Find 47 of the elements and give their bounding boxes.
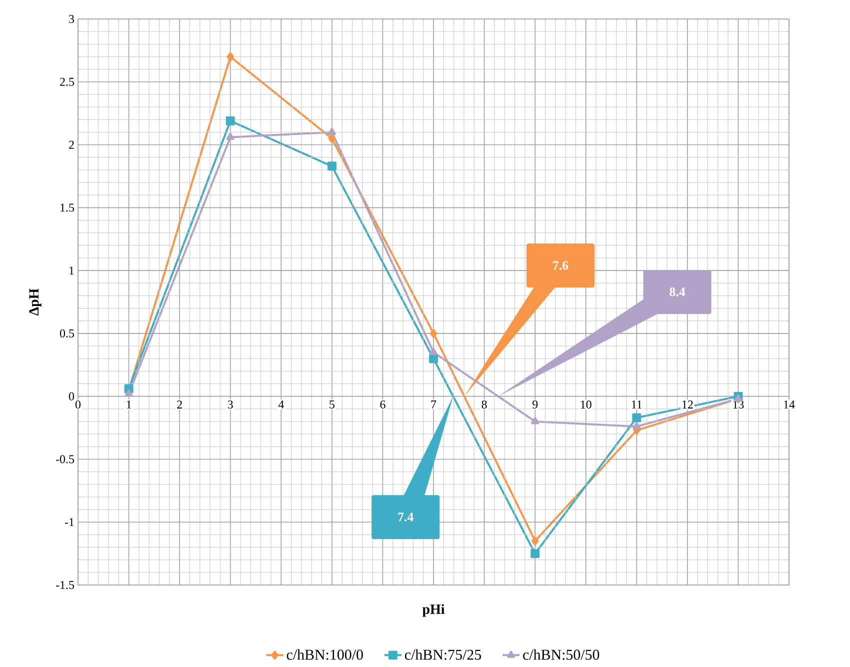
x-tick-label: 3 — [228, 400, 233, 409]
point — [632, 422, 641, 430]
point — [328, 128, 336, 135]
annotation: 7.4 — [398, 512, 414, 522]
x-tick-label: 1 — [126, 400, 132, 408]
x-axis-title: pHi — [422, 604, 445, 617]
y-tick-label: 1 — [70, 266, 74, 274]
point — [226, 116, 235, 126]
point — [430, 328, 438, 338]
x-tick-label: 10 — [580, 400, 592, 409]
x-tick-label: 11 — [632, 400, 642, 408]
x-tick-label: 7 — [431, 400, 436, 408]
legend-label: c/hBN:50/50 — [523, 649, 600, 660]
x-tick-label: 0 — [75, 400, 81, 409]
legend-label: c/hBN:75/25 — [404, 649, 482, 660]
y-tick-label: 3 — [69, 14, 74, 24]
x-tick-label: 8 — [482, 400, 487, 409]
y-tick-label: -1 — [64, 518, 74, 526]
annotation: 7.6 — [553, 261, 568, 270]
legend-label: c/hBN:100/0 — [286, 649, 363, 660]
y-tick-label: 0.5 — [60, 329, 74, 338]
point — [226, 52, 234, 62]
y-tick-label: -1.5 — [56, 580, 74, 590]
point — [124, 389, 133, 397]
point — [531, 536, 539, 546]
point — [226, 132, 234, 140]
x-tick-label: 12 — [682, 400, 693, 408]
point — [429, 348, 438, 356]
x-tick-label: 9 — [532, 400, 538, 409]
point — [531, 417, 540, 424]
point — [327, 162, 336, 171]
x-tick-label: 6 — [380, 400, 386, 409]
y-tick-label: -0.5 — [56, 455, 74, 464]
x-tick-label: 5 — [330, 400, 334, 408]
point — [328, 134, 336, 143]
y-tick-label: 1.5 — [60, 204, 74, 212]
annotation: 8.4 — [670, 288, 686, 296]
x-tick-label: 2 — [177, 400, 182, 408]
x-tick-label: 14 — [784, 400, 795, 408]
point — [632, 413, 642, 422]
y-axis-title: ΔpH — [29, 288, 42, 316]
point — [530, 549, 540, 558]
point — [429, 354, 438, 364]
y-tick-label: 2.5 — [60, 78, 74, 86]
y-tick-label: 0 — [68, 392, 74, 400]
x-tick-label: 4 — [278, 400, 284, 408]
y-tick-label: 2 — [69, 140, 74, 149]
